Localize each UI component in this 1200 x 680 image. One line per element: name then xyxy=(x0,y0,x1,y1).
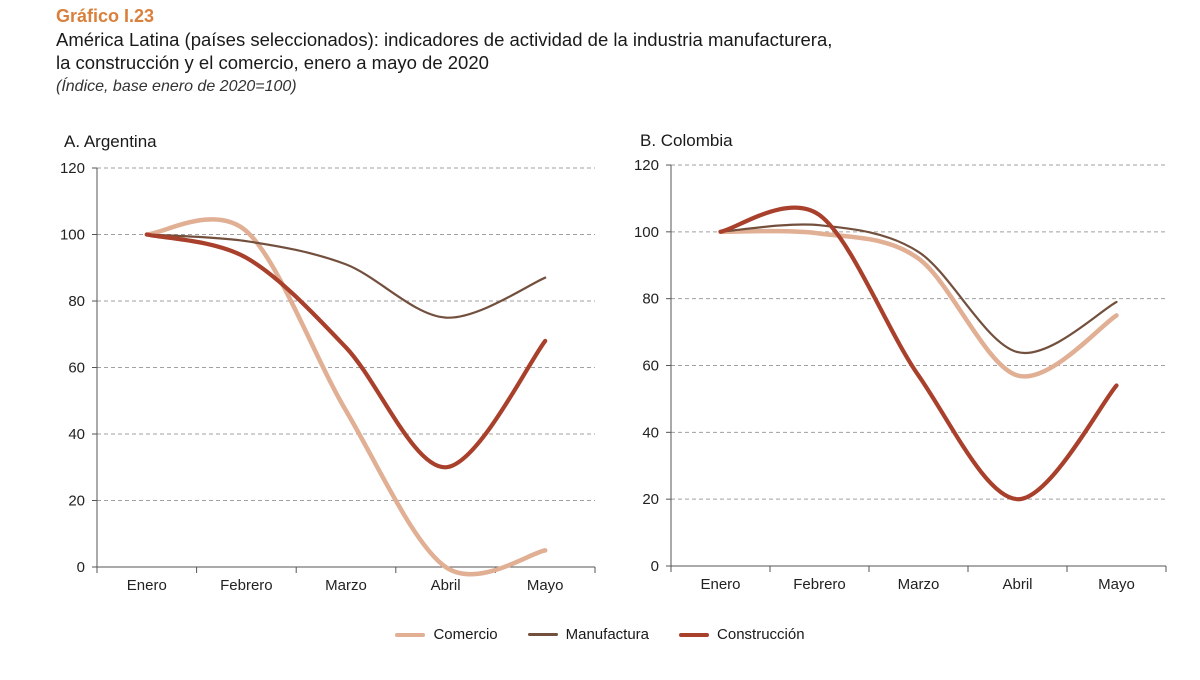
figure-label: Gráfico I.23 xyxy=(56,6,155,26)
legend-item-comercio: Comercio xyxy=(395,626,498,643)
x-tick-label-colombia-marzo: Marzo xyxy=(898,576,940,593)
chart-title-line-2: la construcción y el comercio, enero a m… xyxy=(56,52,489,73)
legend-swatch-manufactura xyxy=(527,633,558,636)
series-line-colombia-manufactura xyxy=(719,223,1118,355)
series-line-argentina-construccion xyxy=(144,232,548,470)
legend-item-construccion: Construcción xyxy=(679,626,805,643)
charts-canvas: A. Argentina 0 20 40 60 80 100 120 Enero Febrero M… xyxy=(60,131,1167,594)
legend-label-comercio: Comercio xyxy=(433,626,498,643)
y-tick-label-argentina-40: 40 xyxy=(68,426,85,443)
x-tick-label-colombia-enero: Enero xyxy=(700,576,740,593)
legend-swatch-construccion xyxy=(679,632,710,637)
y-tick-label-colombia-0: 0 xyxy=(651,558,659,575)
y-tick-label-argentina-0: 0 xyxy=(77,559,85,576)
series-line-argentina-comercio xyxy=(144,217,548,577)
y-tick-label-colombia-120: 120 xyxy=(634,157,659,174)
y-tick-label-argentina-120: 120 xyxy=(60,160,85,177)
y-tick-label-argentina-100: 100 xyxy=(60,227,85,244)
x-tick-label-colombia-mayo: Mayo xyxy=(1098,576,1135,593)
panel-title-argentina: A. Argentina xyxy=(64,132,157,151)
y-tick-label-colombia-100: 100 xyxy=(634,224,659,241)
y-tick-label-colombia-80: 80 xyxy=(642,291,659,308)
x-tick-label-argentina-abril: Abril xyxy=(431,577,461,594)
chart-subtitle: (Índice, base enero de 2020=100) xyxy=(56,78,297,95)
panel-title-colombia: B. Colombia xyxy=(640,131,733,150)
chart-title-line-1: América Latina (países seleccionados): i… xyxy=(56,29,833,50)
series-line-colombia-comercio xyxy=(718,228,1119,379)
x-tick-label-argentina-febrero: Febrero xyxy=(220,577,273,594)
y-tick-label-colombia-40: 40 xyxy=(642,424,659,441)
legend-item-manufactura: Manufactura xyxy=(527,626,650,643)
y-tick-label-colombia-20: 20 xyxy=(642,491,659,508)
legend-swatch-comercio xyxy=(395,632,426,637)
x-tick-label-colombia-febrero: Febrero xyxy=(793,576,846,593)
y-tick-label-argentina-80: 80 xyxy=(68,293,85,310)
x-tick-label-argentina-mayo: Mayo xyxy=(527,577,564,594)
x-tick-label-argentina-marzo: Marzo xyxy=(325,577,367,594)
y-tick-label-argentina-20: 20 xyxy=(68,493,85,510)
y-tick-label-colombia-60: 60 xyxy=(642,358,659,375)
series-line-colombia-construccion xyxy=(718,205,1119,502)
legend-label-manufactura: Manufactura xyxy=(565,626,650,643)
series-line-argentina-manufactura xyxy=(145,233,547,319)
x-tick-label-colombia-abril: Abril xyxy=(1002,576,1032,593)
legend: Comercio Manufactura Construcción xyxy=(0,626,1200,643)
legend-label-construccion: Construcción xyxy=(717,626,805,643)
chart-title: América Latina (países seleccionados): i… xyxy=(56,28,1056,74)
x-tick-label-argentina-enero: Enero xyxy=(127,577,167,594)
y-tick-label-argentina-60: 60 xyxy=(68,360,85,377)
